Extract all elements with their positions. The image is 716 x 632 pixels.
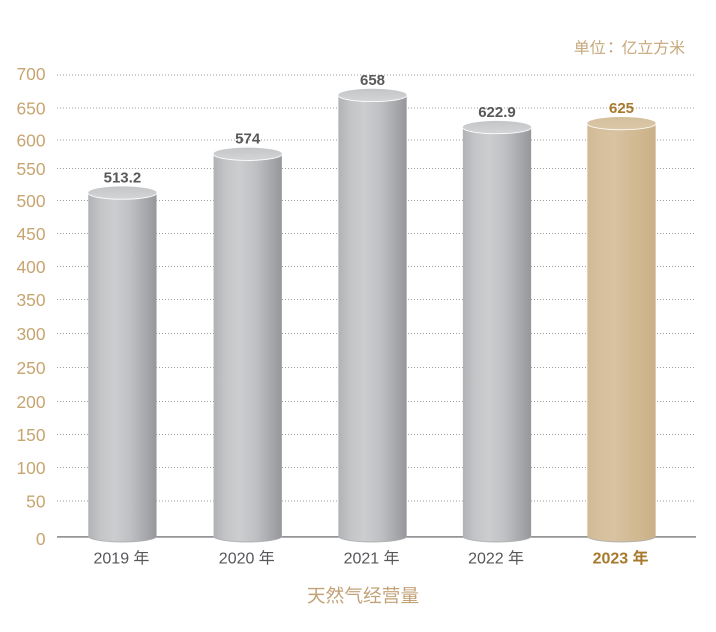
svg-text:2021: 2021 [344, 551, 380, 568]
svg-text:650: 650 [16, 98, 45, 118]
svg-text:500: 500 [16, 191, 45, 211]
svg-text:600: 600 [16, 130, 45, 150]
svg-text:150: 150 [16, 425, 45, 445]
svg-text:400: 400 [16, 257, 45, 277]
svg-text:513.2: 513.2 [104, 169, 142, 186]
svg-text:2020: 2020 [219, 551, 255, 568]
svg-text:658: 658 [360, 72, 385, 89]
svg-text:250: 250 [16, 358, 45, 378]
svg-text:700: 700 [16, 64, 45, 84]
svg-text:622.9: 622.9 [478, 104, 516, 121]
svg-text:2022: 2022 [468, 551, 504, 568]
svg-text:2019: 2019 [94, 551, 130, 568]
svg-text:2023: 2023 [593, 551, 629, 568]
svg-text:200: 200 [16, 392, 45, 412]
svg-text:450: 450 [16, 224, 45, 244]
svg-text:100: 100 [16, 458, 45, 478]
svg-text:574: 574 [235, 131, 261, 148]
svg-text:300: 300 [16, 324, 45, 344]
svg-text:350: 350 [16, 290, 45, 310]
svg-text:50: 50 [26, 491, 45, 511]
svg-text:625: 625 [609, 100, 634, 117]
svg-text:550: 550 [16, 159, 45, 179]
svg-text:0: 0 [36, 529, 46, 549]
